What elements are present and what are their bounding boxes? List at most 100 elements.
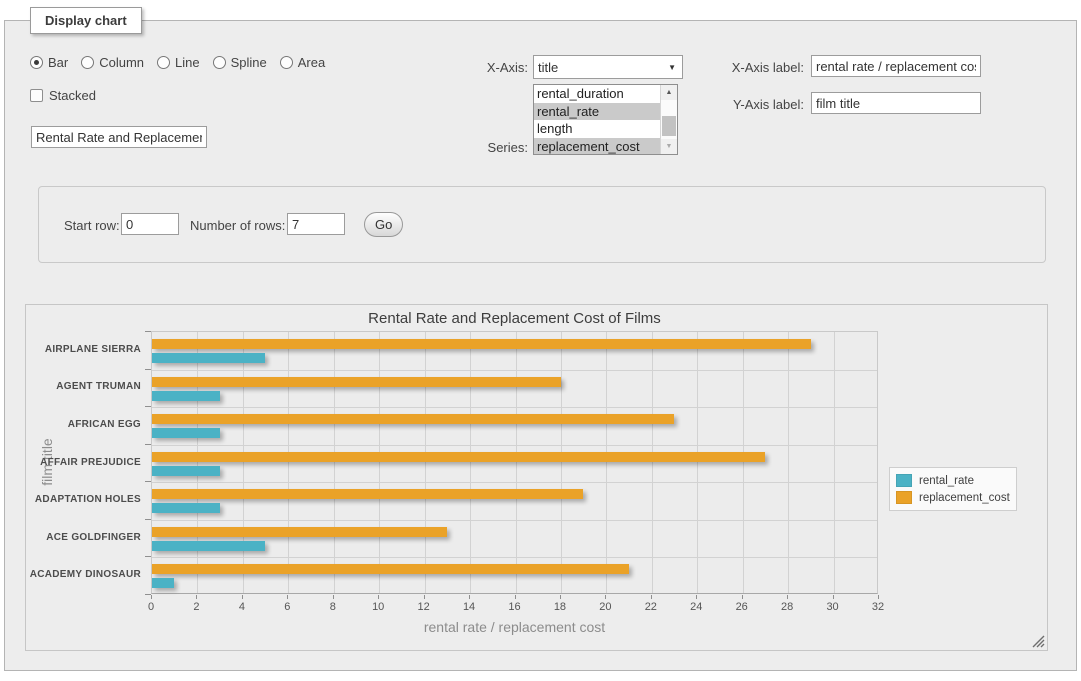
series-listbox[interactable]: rental_durationrental_ratelengthreplacem…: [533, 84, 678, 155]
number-of-rows-input[interactable]: [287, 213, 345, 235]
start-row-label: Start row:: [64, 218, 120, 233]
x-tick-label: 10: [372, 601, 384, 613]
x-tick-label: 8: [330, 601, 336, 613]
category-label: ACADEMY DINOSAUR: [30, 569, 141, 580]
scrollbar-down-icon[interactable]: ▼: [661, 139, 677, 154]
gridline-vertical: [697, 332, 698, 593]
bar-rental_rate-5: [152, 541, 265, 551]
x-tick-mark: [287, 595, 288, 599]
y-tick-mark: [145, 519, 151, 520]
x-tick-mark: [833, 595, 834, 599]
chart-legend: rental_rate replacement_cost: [889, 467, 1017, 511]
x-tick-label: 32: [872, 601, 884, 613]
gridline-vertical: [379, 332, 380, 593]
series-options: rental_durationrental_ratelengthreplacem…: [534, 85, 660, 154]
y-tick-mark: [145, 331, 151, 332]
stacked-checkbox[interactable]: [30, 89, 43, 102]
x-tick-mark: [787, 595, 788, 599]
radio-icon[interactable]: [81, 56, 94, 69]
bar-replacement_cost-3: [152, 452, 765, 462]
x-axis-label-label: X-Axis label:: [712, 60, 804, 75]
x-tick-mark: [878, 595, 879, 599]
gridline-horizontal: [152, 520, 877, 521]
x-tick-mark: [605, 595, 606, 599]
x-tick-label: 18: [554, 601, 566, 613]
chart-type-radio-bar[interactable]: Bar: [30, 55, 68, 70]
y-tick-mark: [145, 369, 151, 370]
chart-title-input[interactable]: [31, 126, 207, 148]
radio-icon[interactable]: [213, 56, 226, 69]
go-button[interactable]: Go: [364, 212, 403, 237]
y-tick-mark: [145, 444, 151, 445]
series-scrollbar[interactable]: ▲ ▼: [660, 85, 677, 154]
gridline-vertical: [743, 332, 744, 593]
x-tick-label: 4: [239, 601, 245, 613]
bar-replacement_cost-5: [152, 527, 447, 537]
gridline-vertical: [425, 332, 426, 593]
gridline-horizontal: [152, 370, 877, 371]
gridline-vertical: [606, 332, 607, 593]
x-tick-mark: [242, 595, 243, 599]
y-axis-label-label: Y-Axis label:: [712, 97, 804, 112]
x-tick-mark: [333, 595, 334, 599]
gridline-horizontal: [152, 557, 877, 558]
bar-rental_rate-3: [152, 466, 220, 476]
chart-type-radio-label: Line: [175, 55, 200, 70]
legend-swatch-rental_rate: [896, 474, 912, 487]
bar-rental_rate-4: [152, 503, 220, 513]
y-tick-mark: [145, 556, 151, 557]
radio-icon[interactable]: [280, 56, 293, 69]
stacked-label: Stacked: [49, 88, 96, 103]
chart-type-radio-label: Column: [99, 55, 144, 70]
x-tick-mark: [742, 595, 743, 599]
legend-item-rental_rate: rental_rate: [896, 472, 1010, 489]
chart-type-radio-column[interactable]: Column: [81, 55, 144, 70]
x-axis-label-input[interactable]: [811, 55, 981, 77]
series-option-rental_duration[interactable]: rental_duration: [534, 85, 660, 103]
chart-type-radio-group: Bar Column Line Spline Area: [30, 54, 338, 71]
scrollbar-track[interactable]: [661, 100, 677, 139]
y-tick-mark: [145, 406, 151, 407]
series-option-rental_rate[interactable]: rental_rate: [534, 103, 660, 121]
legend-label: replacement_cost: [919, 492, 1010, 504]
x-axis-selected-value: title: [538, 60, 668, 75]
gridline-vertical: [652, 332, 653, 593]
x-tick-label: 28: [781, 601, 793, 613]
x-axis-select[interactable]: title ▼: [533, 55, 683, 79]
x-tick-mark: [560, 595, 561, 599]
bar-replacement_cost-0: [152, 339, 811, 349]
radio-icon[interactable]: [30, 56, 43, 69]
x-tick-label: 6: [284, 601, 290, 613]
legend-swatch-replacement_cost: [896, 491, 912, 504]
series-option-replacement_cost[interactable]: replacement_cost: [534, 138, 660, 156]
radio-icon[interactable]: [157, 56, 170, 69]
chart-x-axis-label: rental rate / replacement cost: [151, 619, 878, 635]
scrollbar-up-icon[interactable]: ▲: [661, 85, 677, 100]
gridline-vertical: [197, 332, 198, 593]
x-tick-mark: [469, 595, 470, 599]
gridline-horizontal: [152, 407, 877, 408]
x-tick-mark: [696, 595, 697, 599]
chart-type-radio-area[interactable]: Area: [280, 55, 325, 70]
gridline-vertical: [516, 332, 517, 593]
scrollbar-thumb[interactable]: [662, 116, 676, 136]
legend-item-replacement_cost: replacement_cost: [896, 489, 1010, 506]
x-tick-label: 24: [690, 601, 702, 613]
x-tick-mark: [151, 595, 152, 599]
x-tick-label: 12: [418, 601, 430, 613]
start-row-input[interactable]: [121, 213, 179, 235]
y-tick-mark: [145, 481, 151, 482]
number-of-rows-label: Number of rows:: [190, 218, 285, 233]
gridline-vertical: [334, 332, 335, 593]
chart-type-radio-line[interactable]: Line: [157, 55, 200, 70]
y-axis-label-input[interactable]: [811, 92, 981, 114]
series-option-length[interactable]: length: [534, 120, 660, 138]
category-label: AFRICAN EGG: [68, 419, 141, 430]
resize-handle-icon[interactable]: [1032, 635, 1045, 648]
chart-container: Rental Rate and Replacement Cost of Film…: [25, 304, 1048, 651]
bar-replacement_cost-6: [152, 564, 629, 574]
bar-replacement_cost-1: [152, 377, 561, 387]
series-select-label: Series:: [460, 140, 528, 155]
chart-type-radio-spline[interactable]: Spline: [213, 55, 267, 70]
y-tick-mark: [145, 594, 151, 595]
